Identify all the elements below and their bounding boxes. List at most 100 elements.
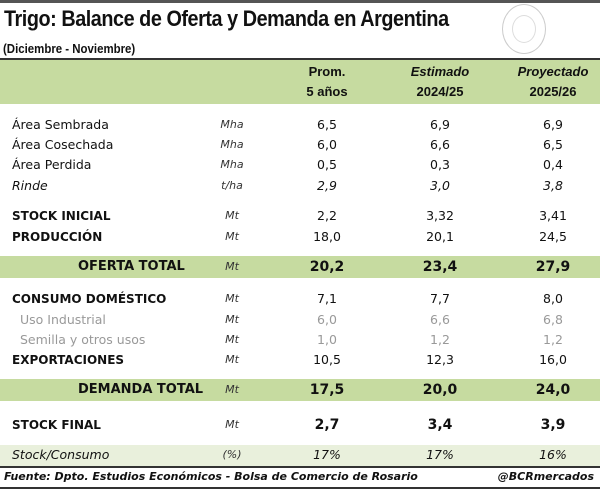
table-row: OFERTA TOTAL Mt 20,2 23,4 27,9 (0, 257, 600, 277)
row-value: 2,7 (314, 417, 340, 433)
row-value: 0,3 (430, 157, 450, 172)
col-header-estimado: Estimado 2024/25 (385, 62, 495, 102)
row-value: 3,41 (539, 208, 567, 223)
table-row: Área Sembrada Mha 6,5 6,9 6,9 (0, 115, 600, 135)
row-value: 6,6 (430, 137, 450, 152)
bcr-seal-logo (502, 4, 546, 54)
row-value: 7,1 (317, 291, 337, 306)
row-unit: Mt (225, 333, 239, 346)
row-value: 3,4 (427, 417, 453, 433)
row-label: Rinde (12, 178, 48, 193)
row-label: Stock/Consumo (12, 447, 110, 462)
col-header-proyectado: Proyectado 2025/26 (498, 62, 600, 102)
header-divider (0, 58, 600, 60)
col-header-line1: Prom. (308, 64, 346, 79)
row-label: DEMANDA TOTAL (78, 382, 204, 397)
row-value: 6,9 (430, 117, 450, 132)
bottom-border (0, 487, 600, 489)
row-label: STOCK FINAL (12, 418, 101, 432)
row-value: 0,5 (317, 157, 337, 172)
row-value: 17% (313, 447, 341, 462)
table-row: Área Cosechada Mha 6,0 6,6 6,5 (0, 135, 600, 155)
source-note: Fuente: Dpto. Estudios Económicos - Bols… (4, 470, 418, 483)
row-unit: Mha (220, 138, 244, 151)
row-unit: Mha (220, 158, 244, 171)
row-unit: t/ha (221, 179, 243, 192)
row-value: 3,9 (540, 417, 566, 433)
row-unit: Mt (225, 353, 239, 366)
row-unit: Mt (225, 209, 239, 222)
row-unit: Mt (225, 292, 239, 305)
row-value: 12,3 (426, 352, 454, 367)
row-label: OFERTA TOTAL (78, 259, 185, 274)
header-band (0, 60, 600, 104)
row-label: EXPORTACIONES (12, 353, 125, 367)
row-value: 17,5 (309, 382, 345, 398)
row-value: 6,9 (543, 117, 563, 132)
row-unit: Mha (220, 118, 244, 131)
row-value: 24,0 (535, 382, 571, 398)
row-value: 3,8 (543, 178, 563, 193)
col-header-line1: Proyectado (517, 64, 589, 79)
row-value: 7,7 (430, 291, 450, 306)
row-value: 27,9 (535, 259, 571, 275)
row-value: 8,0 (543, 291, 563, 306)
row-label: Área Sembrada (12, 117, 109, 132)
row-value: 24,5 (539, 229, 567, 244)
row-value: 6,8 (543, 312, 563, 327)
row-label: Semilla y otros usos (20, 332, 146, 347)
oferta-band (0, 256, 600, 278)
page-title: Trigo: Balance de Oferta y Demanda en Ar… (4, 6, 449, 31)
row-unit: Mt (225, 260, 239, 273)
col-header-line1: Estimado (410, 64, 470, 79)
row-value: 10,5 (313, 352, 341, 367)
table-row: EXPORTACIONES Mt 10,5 12,3 16,0 (0, 350, 600, 370)
table-row: DEMANDA TOTAL Mt 17,5 20,0 24,0 (0, 380, 600, 400)
footer-divider (0, 466, 600, 468)
row-value: 6,0 (317, 137, 337, 152)
row-value: 6,5 (317, 117, 337, 132)
row-value: 3,0 (430, 178, 450, 193)
row-value: 2,2 (317, 208, 337, 223)
table-row: CONSUMO DOMÉSTICO Mt 7,1 7,7 8,0 (0, 289, 600, 309)
period-subtitle: (Diciembre - Noviembre) (3, 41, 136, 56)
row-value: 1,0 (317, 332, 337, 347)
table-row: Semilla y otros usos Mt 1,0 1,2 1,2 (0, 330, 600, 350)
row-unit: Mt (225, 383, 239, 396)
row-value: 20,1 (426, 229, 454, 244)
row-unit: Mt (225, 230, 239, 243)
table-row: Rinde t/ha 2,9 3,0 3,8 (0, 176, 600, 196)
table-row: STOCK INICIAL Mt 2,2 3,32 3,41 (0, 206, 600, 226)
table-row: Stock/Consumo (%) 17% 17% 16% (0, 445, 600, 465)
row-value: 6,6 (430, 312, 450, 327)
row-label: Área Cosechada (12, 137, 114, 152)
row-value: 23,4 (422, 259, 458, 275)
row-label: PRODUCCIÓN (12, 230, 103, 244)
col-header-line2: 5 años (306, 84, 348, 99)
col-header-prom: Prom. 5 años (272, 62, 382, 102)
row-unit: Mt (225, 313, 239, 326)
row-value: 3,32 (426, 208, 454, 223)
row-label: STOCK INICIAL (12, 209, 111, 223)
row-value: 17% (426, 447, 454, 462)
demanda-band (0, 379, 600, 401)
row-value: 1,2 (430, 332, 450, 347)
row-value: 16% (539, 447, 567, 462)
row-unit: Mt (225, 418, 239, 431)
row-value: 6,5 (543, 137, 563, 152)
ratio-band (0, 445, 600, 466)
twitter-handle: @BCRmercados (497, 470, 594, 483)
row-value: 20,0 (422, 382, 458, 398)
row-value: 1,2 (543, 332, 563, 347)
row-unit: (%) (222, 448, 242, 461)
row-value: 0,4 (543, 157, 563, 172)
row-value: 18,0 (313, 229, 341, 244)
row-value: 2,9 (317, 178, 337, 193)
row-label: Uso Industrial (20, 312, 106, 327)
table-row: Área Perdida Mha 0,5 0,3 0,4 (0, 155, 600, 175)
table-row: PRODUCCIÓN Mt 18,0 20,1 24,5 (0, 227, 600, 247)
col-header-line2: 2024/25 (416, 84, 464, 99)
col-header-line2: 2025/26 (529, 84, 577, 99)
row-value: 16,0 (539, 352, 567, 367)
top-border (0, 0, 600, 3)
